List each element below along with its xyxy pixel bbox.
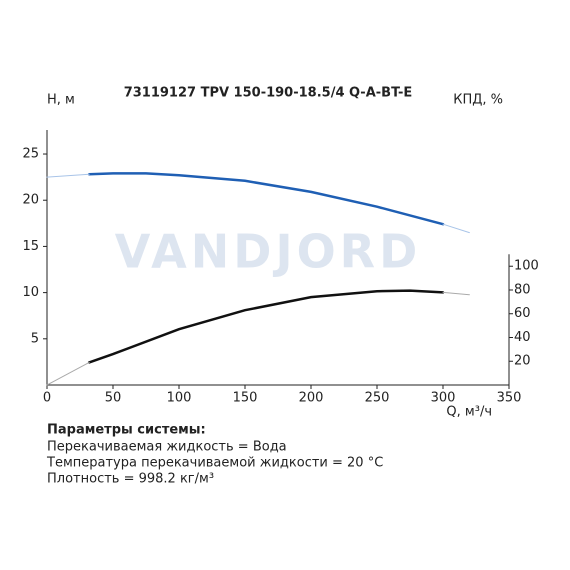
- y-tick-label: 10: [22, 285, 39, 300]
- x-tick-label: 350: [497, 391, 522, 406]
- curve: [46, 173, 90, 178]
- y2-tick-label: 100: [514, 259, 539, 274]
- note: Температура перекачиваемой жидкости = 20…: [46, 456, 383, 471]
- notes-heading: Параметры системы:: [47, 423, 206, 438]
- x-tick-label: 250: [365, 391, 390, 406]
- y2-tick-label: 20: [514, 354, 531, 369]
- curve: [442, 291, 470, 296]
- note: Плотность = 998.2 кг/м³: [47, 472, 214, 487]
- watermark: VANDJORD: [115, 225, 422, 279]
- y-tick-label: 15: [22, 239, 39, 254]
- note: Перекачиваемая жидкость = Вода: [47, 440, 287, 455]
- y2-tick-label: 80: [514, 282, 531, 297]
- x-tick-label: 200: [299, 391, 324, 406]
- curve: [442, 223, 470, 234]
- curve: [87, 289, 445, 364]
- y-axis-label: H, м: [47, 93, 75, 108]
- x-tick-label: 100: [167, 391, 192, 406]
- y-tick-label: 20: [22, 193, 39, 208]
- x-tick-label: 0: [43, 391, 51, 406]
- y2-tick-label: 60: [514, 306, 531, 321]
- x-tick-label: 300: [431, 391, 456, 406]
- curve: [46, 361, 90, 386]
- curve: [87, 172, 445, 226]
- x-axis-label: Q, м³/ч: [446, 405, 492, 420]
- x-tick-label: 50: [105, 391, 122, 406]
- y-tick-label: 25: [22, 147, 39, 162]
- x-tick-label: 150: [233, 391, 258, 406]
- y2-axis-label: КПД, %: [453, 93, 503, 108]
- y2-tick-label: 40: [514, 330, 531, 345]
- chart-title: 73119127 TPV 150-190-18.5/4 Q-A-BT-E: [124, 86, 413, 101]
- y-tick-label: 5: [31, 331, 39, 346]
